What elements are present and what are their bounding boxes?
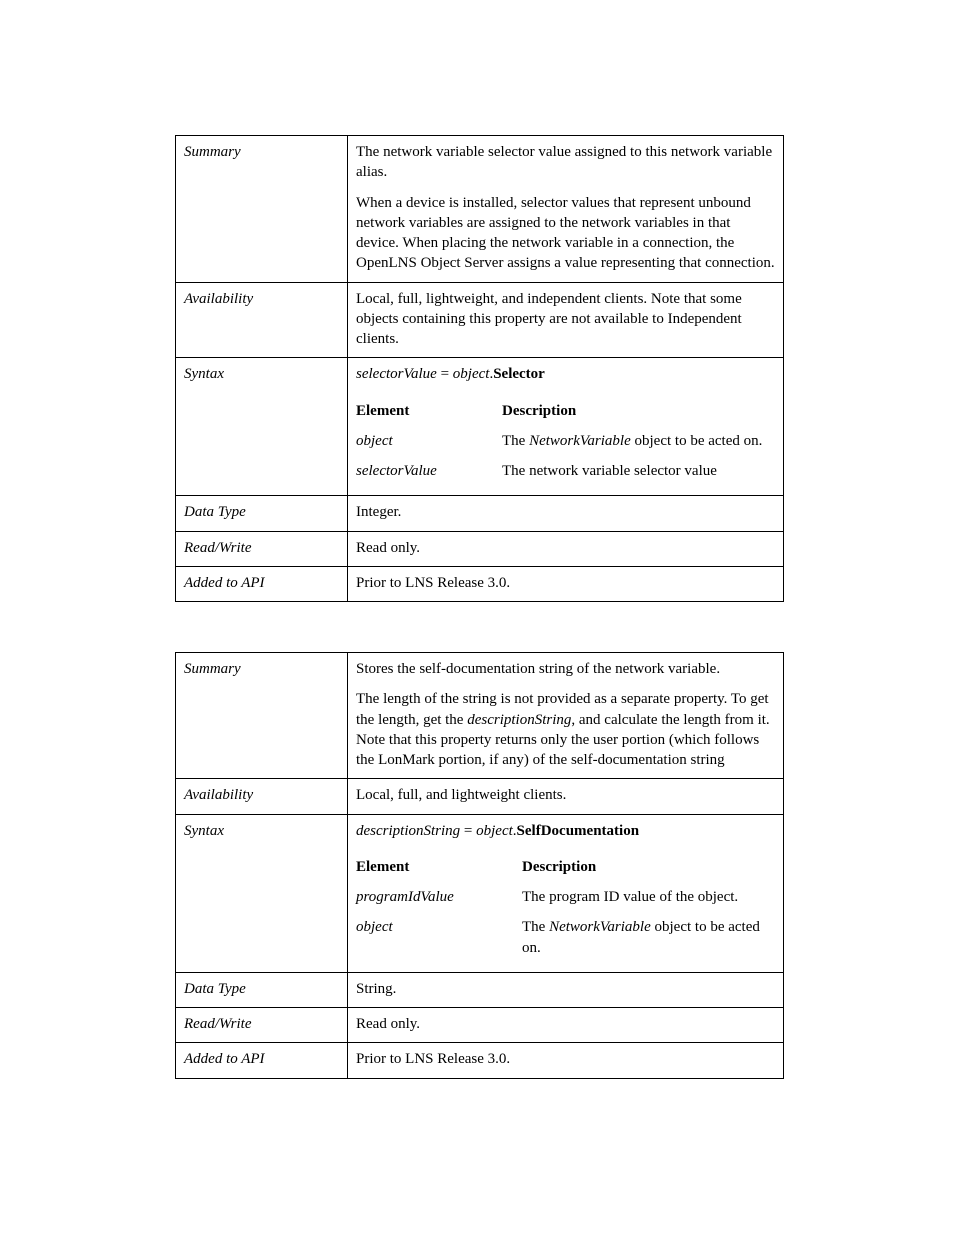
summary-paragraph: Stores the self-documentation string of … (356, 659, 775, 679)
inner-header-row: Element Description (356, 853, 775, 883)
syntax-prop: Selector (493, 366, 545, 382)
inner-row: object The NetworkVariable object to be … (356, 427, 775, 457)
row-value: Prior to LNS Release 3.0. (348, 566, 784, 601)
row-value: Stores the self-documentation string of … (348, 653, 784, 779)
inner-elem: object (356, 427, 502, 457)
syntax-obj: object (476, 823, 513, 839)
syntax-element-table: Element Description object The NetworkVa… (356, 397, 775, 488)
desc-text: The (522, 919, 549, 935)
inner-row: selectorValue The network variable selec… (356, 457, 775, 487)
syntax-obj: object (453, 366, 490, 382)
syntax-prop: SelfDocumentation (517, 823, 640, 839)
table-row: Data Type Integer. (176, 496, 784, 531)
table-row: Summary The network variable selector va… (176, 136, 784, 283)
inner-header-row: Element Description (356, 397, 775, 427)
property-table-selfdoc: Summary Stores the self-documentation st… (175, 652, 784, 1079)
row-label: Syntax (176, 814, 348, 972)
row-value: Local, full, and lightweight clients. (348, 779, 784, 814)
document-page: Summary The network variable selector va… (0, 0, 954, 1235)
row-value: Integer. (348, 496, 784, 531)
inner-header-elem: Element (356, 853, 522, 883)
row-label: Data Type (176, 972, 348, 1007)
row-label: Syntax (176, 358, 348, 496)
inner-header-elem: Element (356, 397, 502, 427)
summary-paragraph: The length of the string is not provided… (356, 689, 775, 770)
inner-desc: The network variable selector value (502, 457, 775, 487)
row-value: Read only. (348, 531, 784, 566)
desc-text: The (502, 433, 529, 449)
inner-desc: The program ID value of the object. (522, 883, 775, 913)
table-row: Availability Local, full, lightweight, a… (176, 282, 784, 358)
inner-elem: selectorValue (356, 457, 502, 487)
inner-row: object The NetworkVariable object to be … (356, 913, 775, 964)
desc-em: NetworkVariable (549, 919, 651, 935)
syntax-expression: selectorValue = object.Selector (356, 364, 775, 384)
row-label: Availability (176, 282, 348, 358)
row-value: Local, full, lightweight, and independen… (348, 282, 784, 358)
desc-text: object to be acted on. (631, 433, 763, 449)
table-row: Summary Stores the self-documentation st… (176, 653, 784, 779)
syntax-element-table: Element Description programIdValue The p… (356, 853, 775, 964)
syntax-lhs: selectorValue (356, 366, 437, 382)
table-row: Syntax selectorValue = object.Selector E… (176, 358, 784, 496)
inner-elem: programIdValue (356, 883, 522, 913)
syntax-eq: = (437, 366, 453, 382)
desc-em: descriptionString (467, 712, 571, 728)
row-value: String. (348, 972, 784, 1007)
table-row: Read/Write Read only. (176, 1008, 784, 1043)
inner-elem: object (356, 913, 522, 964)
summary-paragraph: The network variable selector value assi… (356, 142, 775, 183)
row-value: descriptionString = object.SelfDocumenta… (348, 814, 784, 972)
desc-em: NetworkVariable (529, 433, 631, 449)
row-label: Read/Write (176, 1008, 348, 1043)
table-row: Syntax descriptionString = object.SelfDo… (176, 814, 784, 972)
syntax-lhs: descriptionString (356, 823, 460, 839)
row-label: Summary (176, 653, 348, 779)
table-row: Availability Local, full, and lightweigh… (176, 779, 784, 814)
row-value: Read only. (348, 1008, 784, 1043)
row-label: Availability (176, 779, 348, 814)
inner-header-desc: Description (502, 397, 775, 427)
property-table-selector: Summary The network variable selector va… (175, 135, 784, 602)
row-label: Read/Write (176, 531, 348, 566)
row-value: The network variable selector value assi… (348, 136, 784, 283)
inner-row: programIdValue The program ID value of t… (356, 883, 775, 913)
table-row: Added to API Prior to LNS Release 3.0. (176, 1043, 784, 1078)
table-row: Data Type String. (176, 972, 784, 1007)
table-row: Read/Write Read only. (176, 531, 784, 566)
syntax-eq: = (460, 823, 476, 839)
row-label: Summary (176, 136, 348, 283)
summary-paragraph: When a device is installed, selector val… (356, 193, 775, 274)
row-value: Prior to LNS Release 3.0. (348, 1043, 784, 1078)
row-label: Data Type (176, 496, 348, 531)
syntax-expression: descriptionString = object.SelfDocumenta… (356, 821, 775, 841)
inner-desc: The NetworkVariable object to be acted o… (502, 427, 775, 457)
row-label: Added to API (176, 566, 348, 601)
row-label: Added to API (176, 1043, 348, 1078)
inner-header-desc: Description (522, 853, 775, 883)
row-value: selectorValue = object.Selector Element … (348, 358, 784, 496)
table-row: Added to API Prior to LNS Release 3.0. (176, 566, 784, 601)
inner-desc: The NetworkVariable object to be acted o… (522, 913, 775, 964)
